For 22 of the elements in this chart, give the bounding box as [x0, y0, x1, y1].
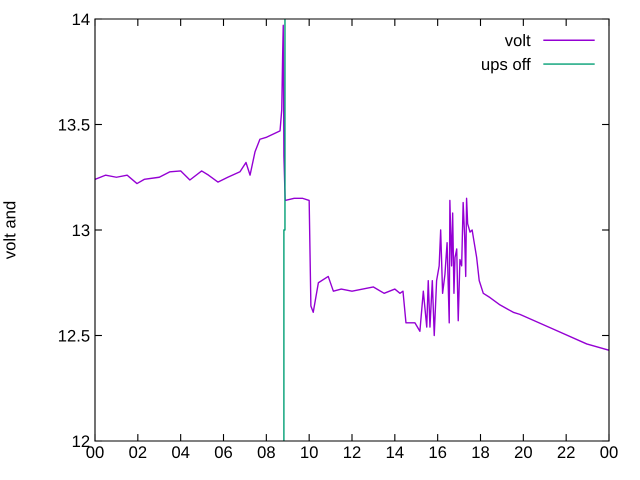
- legend-label: ups off: [482, 58, 531, 74]
- x-tick-label: 00: [86, 446, 104, 458]
- y-tick-label: 13.5: [58, 118, 90, 131]
- x-tick-label: 02: [129, 446, 146, 458]
- y-axis-title: volt and: [3, 202, 16, 260]
- x-tick-label: 00: [600, 446, 618, 458]
- x-tick-label: 14: [386, 446, 404, 458]
- y-tick-label: 12: [72, 435, 90, 448]
- x-tick-label: 12: [344, 446, 360, 458]
- x-tick-label: 20: [514, 446, 532, 458]
- x-tick-label: 18: [472, 446, 490, 458]
- x-tick-label: 16: [430, 446, 446, 458]
- x-tick-label: 10: [301, 446, 318, 458]
- x-tick-label: 08: [258, 446, 275, 458]
- legend-label: volt: [504, 34, 531, 46]
- x-tick-label: 22: [558, 446, 575, 458]
- line-series: [95, 24, 609, 351]
- x-tick-label: 06: [214, 446, 232, 458]
- y-tick-label: 14: [72, 14, 90, 26]
- y-tick-label: 12.5: [58, 330, 90, 342]
- y-tick-label: 13: [72, 224, 90, 236]
- x-tick-label: 04: [172, 446, 190, 458]
